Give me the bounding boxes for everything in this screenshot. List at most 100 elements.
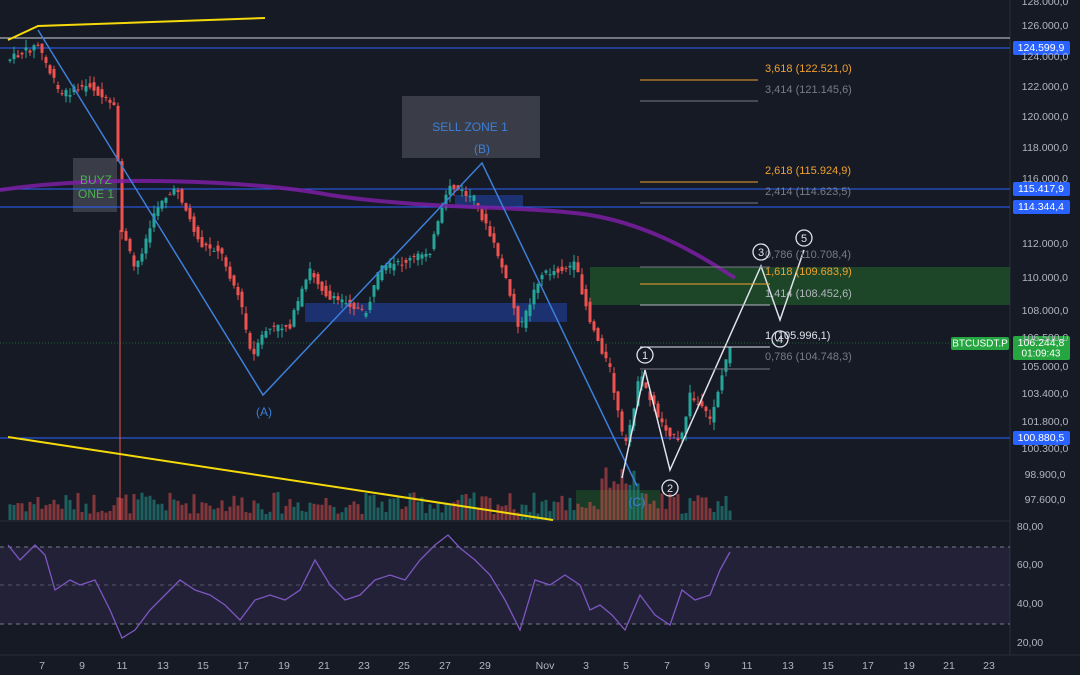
volume-bar (208, 505, 212, 520)
candle-body (80, 85, 84, 87)
candle-body (252, 348, 256, 355)
volume-bar (288, 499, 292, 520)
volume-bar (620, 469, 624, 520)
volume-bar (580, 507, 584, 520)
date-axis-label: 21 (943, 660, 955, 672)
candle-body (368, 301, 372, 310)
candle-body (624, 437, 628, 442)
date-axis-label: 27 (439, 660, 451, 672)
candle-body (620, 411, 624, 432)
price-axis-label: 112.000,0 (1022, 238, 1068, 250)
volume-bar (612, 481, 616, 520)
volume-bar (204, 503, 208, 520)
candle-body (116, 105, 120, 162)
price-tag-box (1013, 41, 1070, 55)
volume-bar (692, 500, 696, 520)
volume-bar (140, 492, 144, 520)
date-axis-label: 19 (903, 660, 915, 672)
date-axis-label: 11 (742, 660, 753, 672)
volume-bar (152, 499, 156, 520)
volume-bar (680, 513, 684, 520)
volume-bar (92, 494, 96, 520)
price-axis-label: 120.000,0 (1022, 111, 1069, 123)
volume-bar (608, 487, 612, 520)
candle-body (144, 238, 148, 254)
price-axis-label: 110.000,0 (1022, 272, 1068, 284)
date-axis-label: 15 (197, 660, 209, 672)
candle-body (316, 274, 320, 285)
volume-bar (20, 503, 24, 520)
candle-body (492, 233, 496, 243)
volume-bar (216, 507, 220, 520)
date-axis-label: 23 (983, 660, 995, 672)
candle-body (556, 268, 560, 273)
wave-line (37, 29, 638, 487)
candle-body (576, 262, 580, 273)
candle-body (372, 285, 376, 297)
volume-bar (116, 497, 120, 520)
candle-body (568, 265, 572, 268)
price-axis-label: 97.600,0 (1025, 494, 1066, 506)
candle-body (676, 438, 680, 441)
candle-body (204, 243, 208, 246)
candle-body (56, 85, 60, 90)
volume-bar (532, 492, 536, 520)
date-axis-label: 29 (479, 660, 491, 672)
candle-body (520, 321, 524, 323)
candle-body (16, 55, 20, 58)
volume-bar (516, 512, 520, 520)
candle-body (352, 302, 356, 310)
volume-bar (156, 504, 160, 520)
candle-body (260, 334, 264, 345)
fib-label: 0,786 (110.708,4) (765, 249, 851, 261)
candle-body (68, 95, 72, 97)
price-axis-label: 118.000,0 (1022, 142, 1068, 154)
volume-bar (380, 501, 384, 520)
candle-body (88, 83, 92, 88)
volume-bar (712, 511, 716, 520)
volume-bar (332, 506, 336, 520)
candle-body (160, 200, 164, 209)
volume-bar (72, 509, 76, 520)
candle-body (660, 418, 664, 423)
candle-body (408, 257, 412, 261)
candle-body (628, 424, 632, 443)
volume-bar (248, 512, 252, 520)
volume-bar (616, 484, 620, 520)
candle-body (112, 102, 116, 106)
volume-bar (388, 498, 392, 520)
volume-bar (276, 492, 280, 520)
date-axis-label: 19 (278, 660, 290, 672)
volume-bar (296, 502, 300, 520)
volume-bar (212, 509, 216, 520)
volume-bar (124, 494, 128, 520)
volume-bar (440, 512, 444, 520)
candle-body (536, 283, 540, 293)
volume-bar (168, 492, 172, 520)
candle-body (152, 213, 156, 228)
volume-bar (200, 502, 204, 520)
volume-bar (292, 506, 296, 520)
volume-bar (256, 503, 260, 520)
price-tag-box (1013, 182, 1070, 196)
volume-bar (32, 504, 36, 520)
candle-body (192, 216, 196, 232)
candle-body (604, 351, 608, 359)
volume-bar (592, 505, 596, 520)
price-axis-label: 98.900,0 (1025, 469, 1066, 481)
candle-body (512, 293, 516, 309)
date-axis-label: 21 (318, 660, 330, 672)
candle-body (524, 310, 528, 328)
candle-body (648, 391, 652, 401)
wave-a-label: (A) (256, 405, 272, 419)
candle-body (312, 273, 316, 278)
volume-bar (448, 505, 452, 520)
candle-body (656, 403, 660, 418)
wave-marker (636, 346, 654, 364)
sell-zone-label: SELL ZONE 1 (432, 120, 508, 134)
price-tag: 114.344,4 (1018, 201, 1064, 213)
volume-bar (728, 510, 732, 520)
candle-body (96, 86, 100, 96)
volume-bar (400, 508, 404, 520)
date-axis-label: 7 (664, 660, 670, 672)
